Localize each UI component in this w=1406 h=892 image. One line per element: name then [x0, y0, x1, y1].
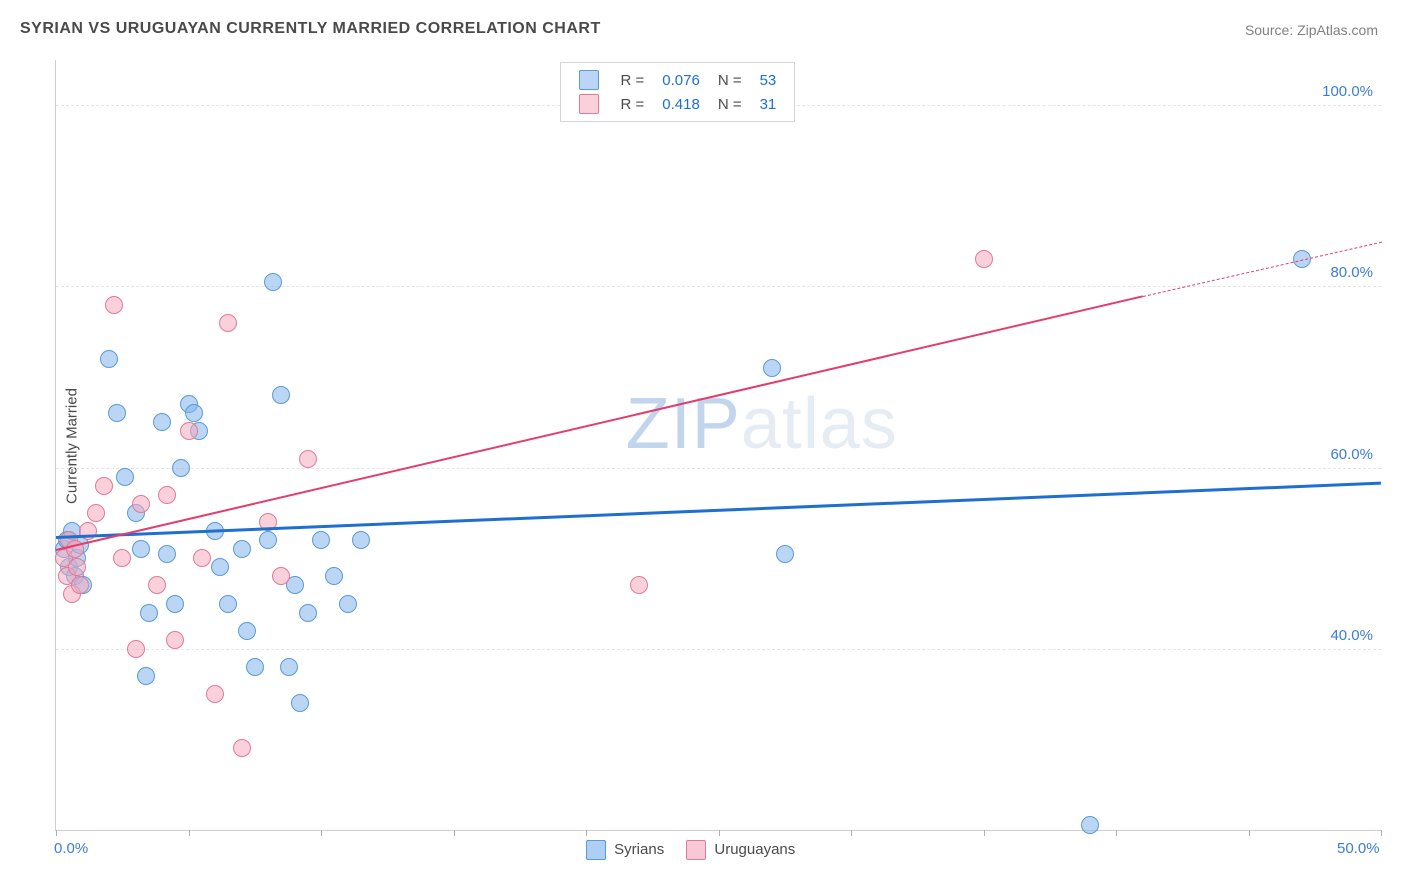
gridline [56, 649, 1381, 650]
legend-swatch [686, 840, 706, 860]
y-tick-label: 40.0% [1330, 627, 1373, 644]
scatter-point [105, 296, 123, 314]
gridline [56, 468, 1381, 469]
scatter-point [87, 504, 105, 522]
scatter-point [233, 739, 251, 757]
scatter-point [776, 545, 794, 563]
legend-n-label: N = [710, 69, 750, 91]
trend-line [56, 481, 1381, 538]
scatter-point [246, 658, 264, 676]
scatter-point [272, 567, 290, 585]
scatter-point [219, 595, 237, 613]
x-tick [56, 830, 57, 836]
legend-swatch [586, 840, 606, 860]
scatter-point [71, 576, 89, 594]
scatter-point [158, 486, 176, 504]
legend-r-label: R = [613, 69, 653, 91]
scatter-point [272, 386, 290, 404]
x-tick [719, 830, 720, 836]
scatter-point [113, 549, 131, 567]
scatter-point [291, 694, 309, 712]
scatter-point [153, 413, 171, 431]
chart-title: SYRIAN VS URUGUAYAN CURRENTLY MARRIED CO… [20, 20, 601, 38]
scatter-point [630, 576, 648, 594]
scatter-point [127, 640, 145, 658]
legend-series-label: Uruguayans [714, 841, 795, 858]
legend-n-value: 53 [752, 69, 785, 91]
legend-swatch [579, 94, 599, 114]
scatter-point [211, 558, 229, 576]
scatter-point [140, 604, 158, 622]
scatter-point [132, 540, 150, 558]
x-tick [1381, 830, 1382, 836]
scatter-point [166, 631, 184, 649]
scatter-point [158, 545, 176, 563]
scatter-point [259, 531, 277, 549]
legend-r-value: 0.418 [654, 93, 708, 115]
scatter-point [148, 576, 166, 594]
scatter-point [193, 549, 211, 567]
scatter-point [116, 468, 134, 486]
legend-r-label: R = [613, 93, 653, 115]
scatter-point [325, 567, 343, 585]
plot-area: ZIPatlas 40.0%60.0%80.0%100.0%0.0%50.0%R… [55, 60, 1381, 831]
x-tick [984, 830, 985, 836]
scatter-point [172, 459, 190, 477]
x-tick [454, 830, 455, 836]
legend-n-value: 31 [752, 93, 785, 115]
scatter-point [233, 540, 251, 558]
scatter-point [137, 667, 155, 685]
scatter-point [68, 558, 86, 576]
legend-n-label: N = [710, 93, 750, 115]
x-tick [189, 830, 190, 836]
scatter-point [180, 422, 198, 440]
y-tick-label: 80.0% [1330, 264, 1373, 281]
y-tick-label: 100.0% [1322, 83, 1373, 100]
scatter-point [299, 604, 317, 622]
scatter-point [219, 314, 237, 332]
legend-stats: R =0.076N =53 R =0.418N =31 [560, 62, 796, 122]
scatter-point [108, 404, 126, 422]
legend-series-label: Syrians [614, 841, 664, 858]
x-tick-label: 0.0% [54, 840, 88, 857]
scatter-point [1081, 816, 1099, 834]
scatter-point [975, 250, 993, 268]
scatter-point [280, 658, 298, 676]
legend-swatch [579, 70, 599, 90]
x-tick [586, 830, 587, 836]
legend-r-value: 0.076 [654, 69, 708, 91]
legend-series: Syrians Uruguayans [586, 840, 817, 860]
x-tick [321, 830, 322, 836]
scatter-point [166, 595, 184, 613]
scatter-point [132, 495, 150, 513]
scatter-point [185, 404, 203, 422]
scatter-point [763, 359, 781, 377]
x-tick [1116, 830, 1117, 836]
scatter-point [339, 595, 357, 613]
scatter-point [312, 531, 330, 549]
scatter-point [100, 350, 118, 368]
y-tick-label: 60.0% [1330, 446, 1373, 463]
x-tick-label: 50.0% [1337, 840, 1380, 857]
scatter-point [299, 450, 317, 468]
watermark: ZIPatlas [626, 383, 898, 465]
scatter-point [238, 622, 256, 640]
scatter-point [95, 477, 113, 495]
source-label: Source: ZipAtlas.com [1245, 22, 1378, 38]
scatter-point [352, 531, 370, 549]
x-tick [1249, 830, 1250, 836]
scatter-point [206, 685, 224, 703]
scatter-point [264, 273, 282, 291]
x-tick [851, 830, 852, 836]
